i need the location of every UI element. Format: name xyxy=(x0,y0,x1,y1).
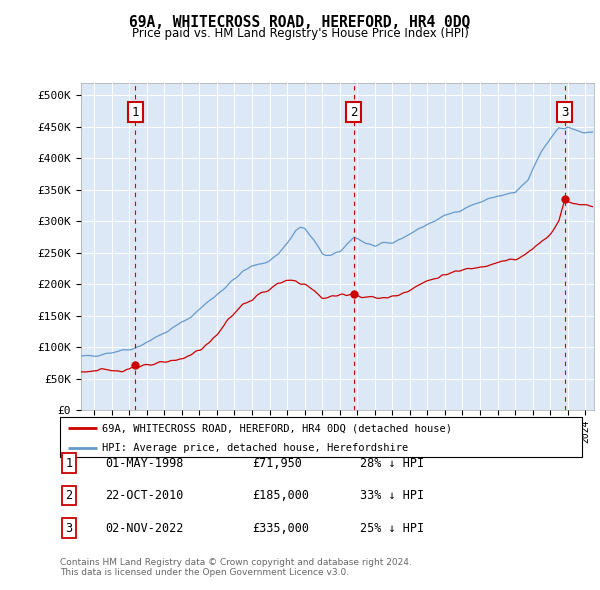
Text: 69A, WHITECROSS ROAD, HEREFORD, HR4 0DQ: 69A, WHITECROSS ROAD, HEREFORD, HR4 0DQ xyxy=(130,15,470,30)
Text: £71,950: £71,950 xyxy=(252,457,302,470)
Text: Contains HM Land Registry data © Crown copyright and database right 2024.
This d: Contains HM Land Registry data © Crown c… xyxy=(60,558,412,577)
Text: 3: 3 xyxy=(65,522,73,535)
Text: HPI: Average price, detached house, Herefordshire: HPI: Average price, detached house, Here… xyxy=(102,444,408,454)
Bar xyxy=(135,83,354,410)
Text: 3: 3 xyxy=(561,106,569,119)
Text: 28% ↓ HPI: 28% ↓ HPI xyxy=(360,457,424,470)
Text: 01-MAY-1998: 01-MAY-1998 xyxy=(105,457,184,470)
Text: 02-NOV-2022: 02-NOV-2022 xyxy=(105,522,184,535)
Text: 69A, WHITECROSS ROAD, HEREFORD, HR4 0DQ (detached house): 69A, WHITECROSS ROAD, HEREFORD, HR4 0DQ … xyxy=(102,424,452,434)
Text: 2: 2 xyxy=(65,489,73,502)
Text: Price paid vs. HM Land Registry's House Price Index (HPI): Price paid vs. HM Land Registry's House … xyxy=(131,27,469,40)
Text: 1: 1 xyxy=(131,106,139,119)
Text: 33% ↓ HPI: 33% ↓ HPI xyxy=(360,489,424,502)
Text: 22-OCT-2010: 22-OCT-2010 xyxy=(105,489,184,502)
Text: 1: 1 xyxy=(65,457,73,470)
Text: £335,000: £335,000 xyxy=(252,522,309,535)
Text: £185,000: £185,000 xyxy=(252,489,309,502)
Text: 25% ↓ HPI: 25% ↓ HPI xyxy=(360,522,424,535)
Bar xyxy=(565,83,594,410)
Text: 2: 2 xyxy=(350,106,358,119)
Bar xyxy=(354,83,565,410)
